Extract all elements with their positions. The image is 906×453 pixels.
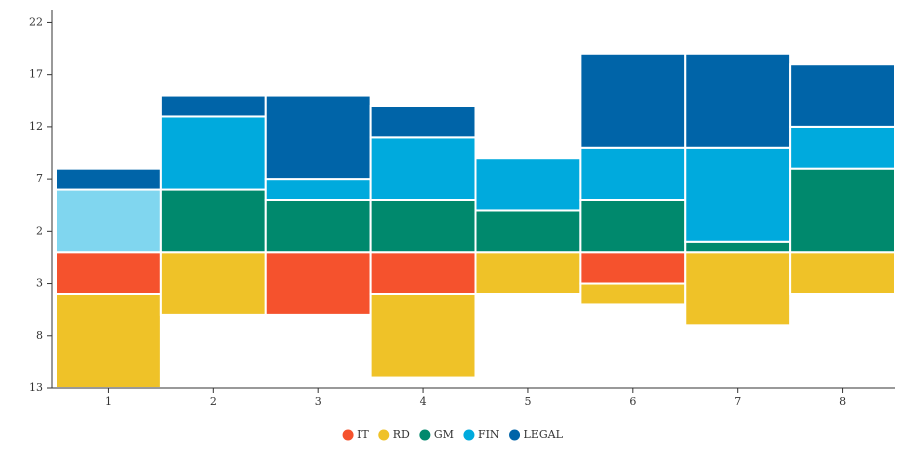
bar-segment	[684, 240, 792, 254]
x-tick-label: 2	[210, 395, 217, 408]
bar-segment	[684, 146, 792, 243]
bar-segment	[789, 167, 896, 254]
bar-segment	[159, 94, 267, 118]
bar-segment	[159, 251, 267, 316]
legend-marker	[463, 429, 475, 441]
legend-marker	[509, 429, 521, 441]
legend-label: LEGAL	[524, 428, 564, 441]
legend-label: GM	[434, 428, 454, 441]
bar-segment	[264, 178, 372, 202]
bar-segment	[369, 251, 477, 296]
legend-label: FIN	[478, 428, 500, 441]
bar-segment	[55, 293, 162, 389]
bar-segment	[474, 209, 582, 254]
x-tick-label: 1	[105, 395, 112, 408]
legend-marker	[419, 429, 431, 441]
bar-segment	[159, 115, 267, 191]
bar-segment	[684, 251, 792, 327]
x-tick-label: 5	[524, 395, 531, 408]
y-tick-label: 8	[36, 329, 43, 342]
x-tick-label: 7	[734, 395, 741, 408]
bar-segment	[789, 63, 896, 128]
bar-segment	[579, 52, 687, 149]
bar-segment	[369, 293, 477, 379]
y-tick-label: 3	[36, 277, 43, 290]
bar-segment	[579, 146, 687, 201]
bar-segment	[369, 199, 477, 254]
y-tick-label: 13	[29, 381, 43, 394]
legend-label: IT	[357, 428, 369, 441]
y-tick-label: 2	[36, 224, 43, 237]
bar-segment	[55, 167, 162, 191]
bar-segment	[789, 125, 896, 170]
bar-segment	[684, 52, 792, 149]
bar-segment	[55, 188, 162, 254]
x-tick-label: 3	[315, 395, 322, 408]
y-tick-label: 22	[29, 15, 43, 28]
bar-segment	[264, 94, 372, 181]
bar-segment	[264, 251, 372, 316]
bar-segment	[474, 157, 582, 212]
bar-segment	[789, 251, 896, 296]
bar-segment	[474, 251, 582, 296]
bar-segment	[579, 199, 687, 254]
legend-label: RD	[393, 428, 410, 441]
legend-marker	[342, 429, 354, 441]
bar-segment	[159, 188, 267, 254]
bar-segment	[579, 282, 687, 306]
bar-segment	[264, 199, 372, 254]
bar-segment	[579, 251, 687, 285]
legend-marker	[378, 429, 390, 441]
bar-segment	[55, 251, 162, 296]
bar-segment	[369, 105, 477, 139]
x-tick-label: 6	[629, 395, 636, 408]
y-tick-label: 12	[29, 120, 43, 133]
x-tick-label: 4	[420, 395, 427, 408]
y-tick-label: 17	[29, 68, 43, 81]
x-tick-label: 8	[839, 395, 846, 408]
y-tick-label: 7	[36, 172, 43, 185]
bar-segment	[369, 136, 477, 201]
